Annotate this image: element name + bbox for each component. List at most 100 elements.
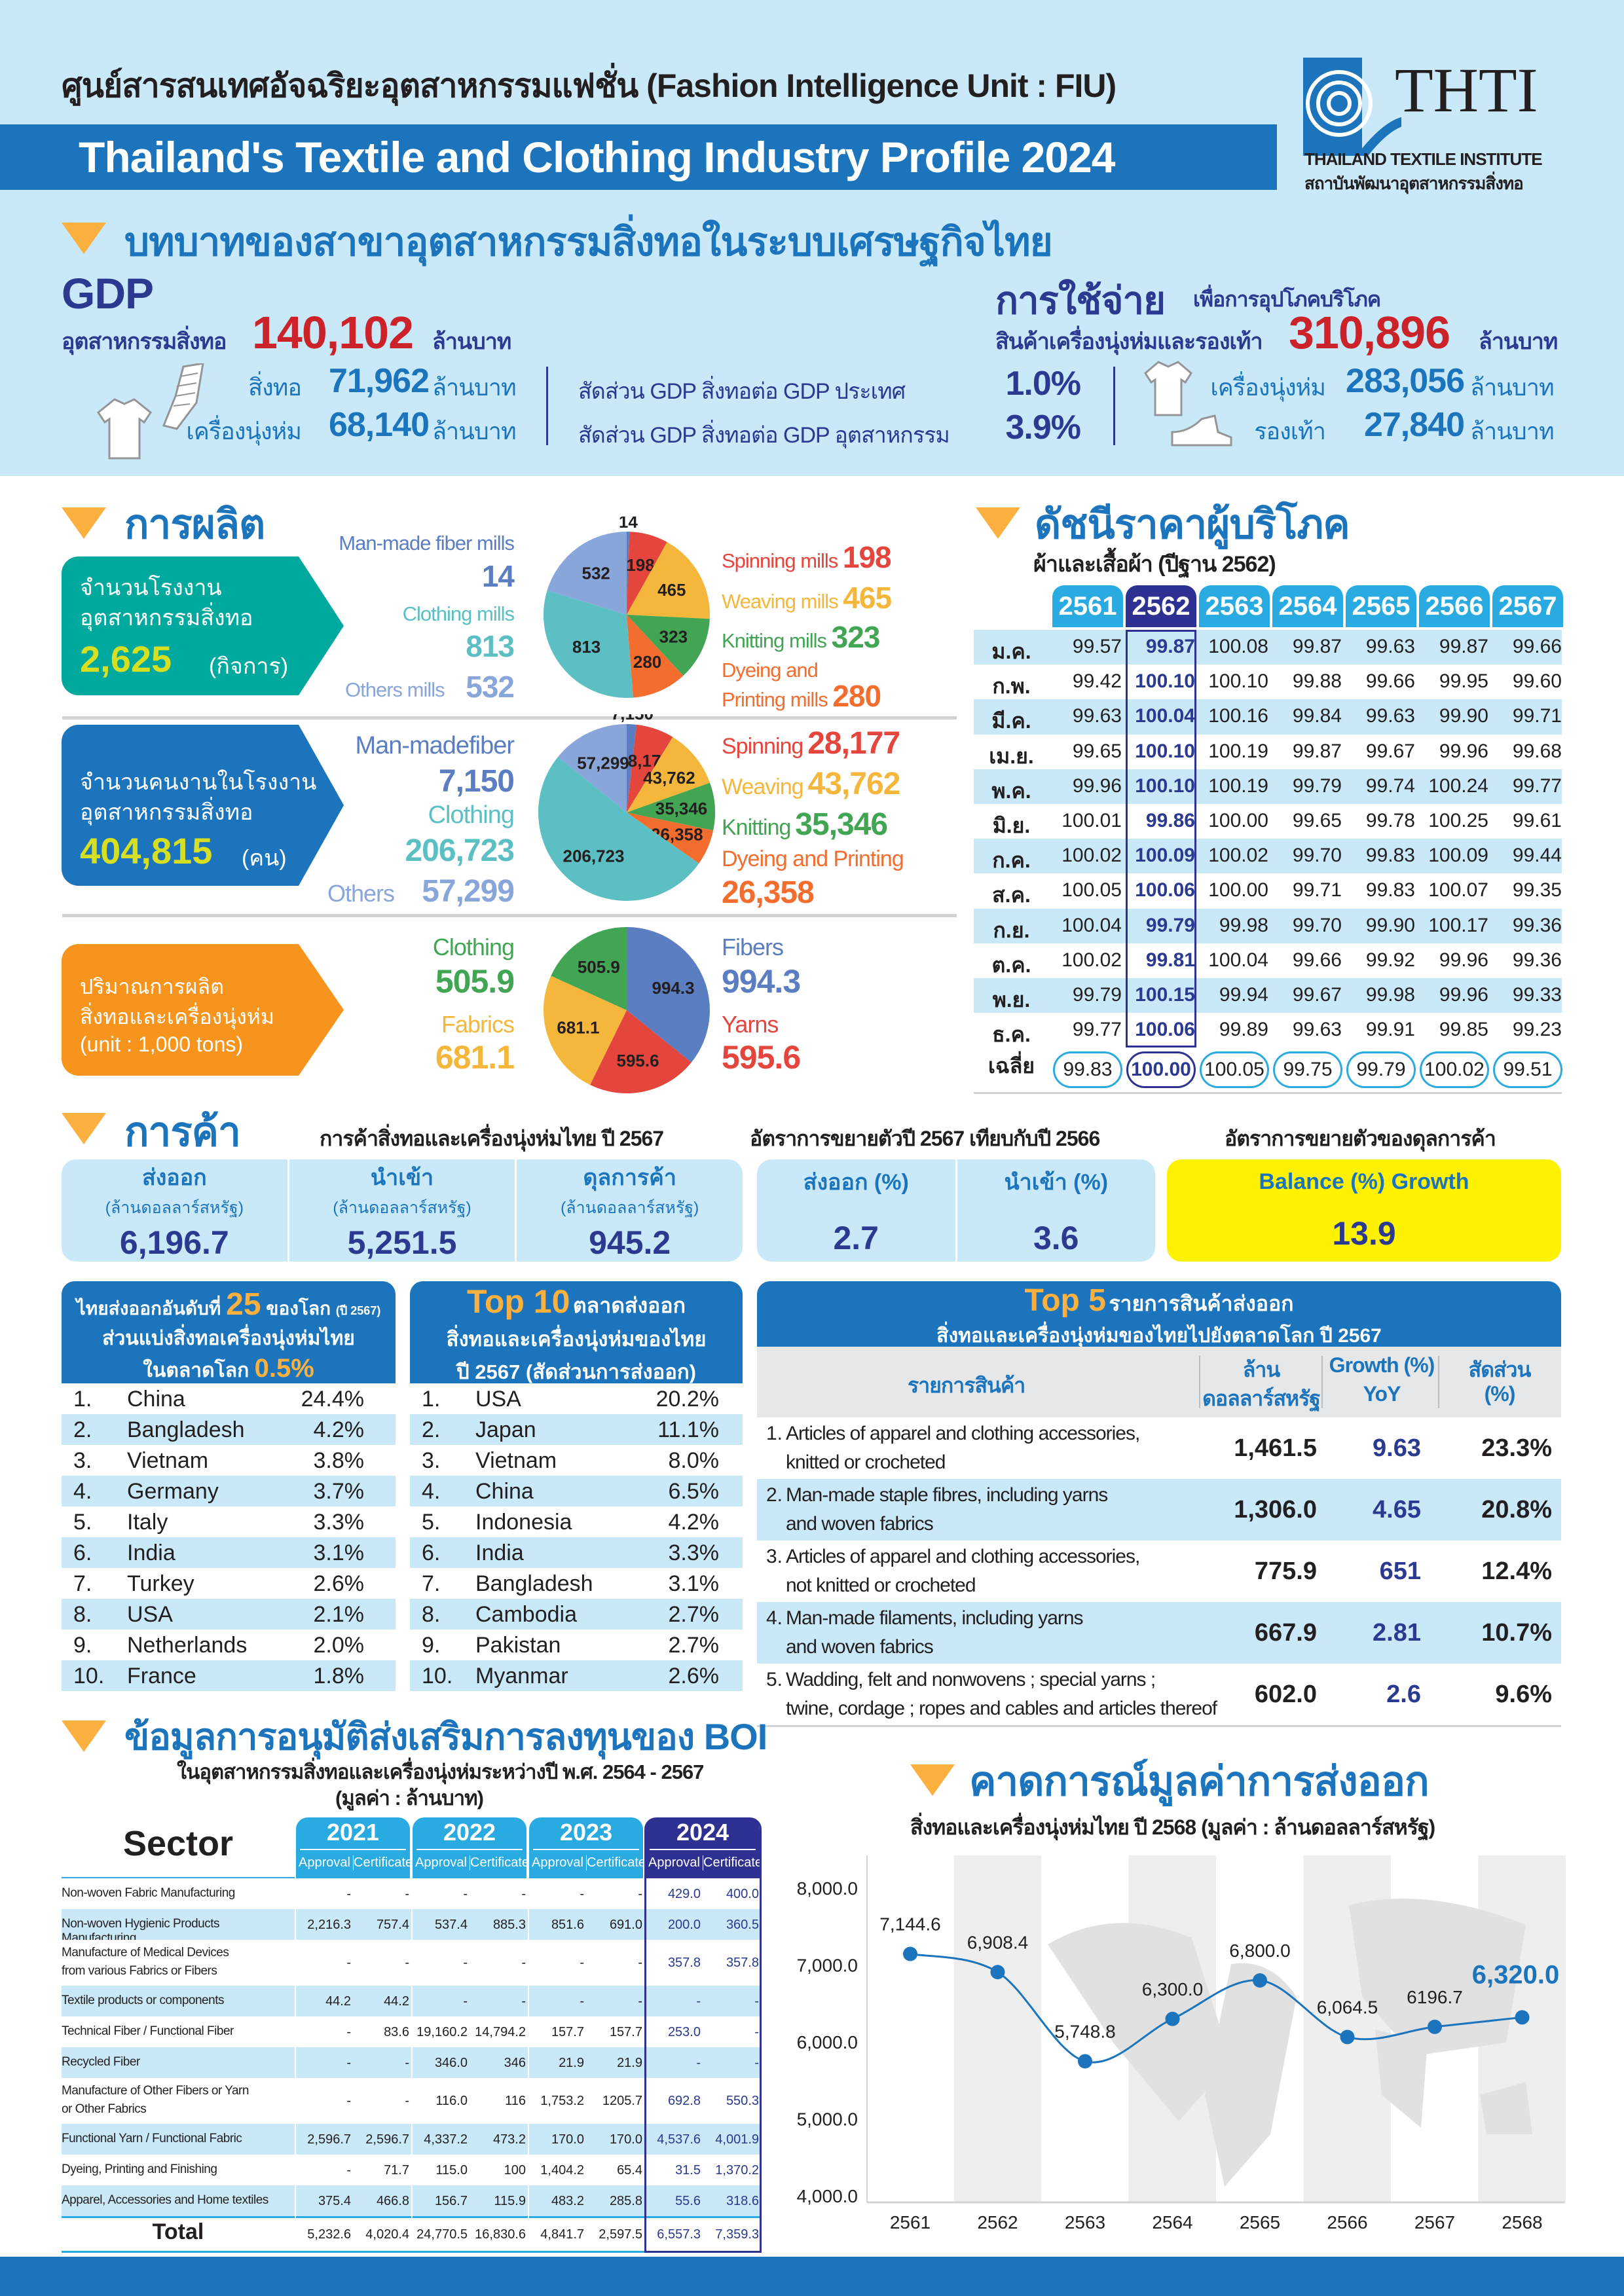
boi-value: 156.7 (434, 2193, 468, 2208)
boi-value: 4,537.6 (657, 2132, 701, 2147)
boi-value: 2,216.3 (307, 1917, 351, 1932)
data-point (1515, 2010, 1530, 2025)
cpi-value: 99.92 (1365, 949, 1415, 971)
pie-slice-label: 532 (581, 564, 610, 583)
boi-value: - (346, 1886, 351, 1901)
box-line: (unit : 1,000 tons) (80, 1032, 244, 1056)
legend-label: Man-madefiber (355, 732, 515, 759)
boi-value: 83.6 (384, 2024, 409, 2039)
cpi-value: 99.79 (1072, 984, 1122, 1006)
spending-unit: ล้านบาท (1479, 329, 1558, 354)
country-share: 8.0% (668, 1448, 720, 1473)
cpi-value: 99.78 (1365, 810, 1415, 831)
item-value: 602.0 (1254, 1681, 1317, 1708)
series-line (910, 1953, 1522, 2064)
stat-unit: (ล้านดอลลาร์สหรัฐ) (333, 1199, 471, 1217)
country-name: China (475, 1479, 534, 1504)
cpi-value: 100.08 (1208, 636, 1268, 657)
data-point (1428, 2019, 1442, 2034)
boi-value: - (580, 1886, 584, 1901)
country-name: India (475, 1540, 524, 1565)
legend-value: 198 (842, 540, 892, 574)
box-line: จำนวนคนงานในโรงงาน (80, 770, 317, 795)
export-value-cell: ส่งออก (ล้านดอลลาร์สหรัฐ) 6,196.7 (62, 1159, 287, 1262)
cpi-value: 99.60 (1512, 670, 1562, 693)
pie-slice-label: 681.1 (557, 1018, 599, 1038)
gdp-apparel-value: 68,140 (328, 406, 430, 444)
rank-value: 25 (226, 1287, 261, 1322)
legend-value: 206,723 (405, 833, 515, 868)
cpi-value: 99.33 (1512, 984, 1562, 1006)
spending-label: สินค้าเครื่องนุ่งห่มและรองเท้า (995, 329, 1263, 354)
cpi-value: 99.81 (1145, 949, 1195, 971)
cpi-value: 99.65 (1072, 740, 1122, 762)
boi-value: 116 (505, 2094, 526, 2108)
country-row: 1. China 24.4% (62, 1383, 396, 1414)
rank-number: 8. (73, 1602, 92, 1627)
boi-value: - (638, 1994, 642, 2009)
cpi-value: 99.57 (1072, 636, 1122, 657)
header-highlight: Top 10 (467, 1283, 570, 1320)
country-row: 2. Bangladesh 4.2% (62, 1414, 396, 1445)
header-text: ส่วนแบ่งสิ่งทอเครื่องนุ่งห่มไทย (102, 1328, 355, 1349)
boi-value: - (346, 2094, 351, 2108)
stat-unit: (ล้านดอลลาร์สหรัฐ) (560, 1199, 699, 1217)
approval-header: Approval (299, 1855, 350, 1870)
ratio-country-value: 1.0% (1005, 365, 1081, 403)
data-label: 6,908.4 (967, 1932, 1028, 1952)
boi-value: 157.7 (609, 2024, 642, 2039)
boi-total-value: 16,830.6 (475, 2227, 526, 2242)
country-name: Pakistan (475, 1633, 561, 1658)
legend-label: Printing mills (722, 688, 828, 711)
cpi-value: 100.10 (1135, 740, 1195, 762)
world-rank-header: ไทยส่งออกอันดับที่ 25 ของโลก (ปี 2567) ส… (62, 1281, 396, 1383)
boi-value: 65.4 (617, 2162, 642, 2178)
cpi-value: 99.36 (1512, 949, 1562, 971)
sector-name: Non-woven Fabric Manufacturing (62, 1886, 235, 1900)
pie-slice (627, 782, 715, 831)
cpi-value: 99.96 (1439, 984, 1488, 1006)
item-share: 12.4% (1481, 1558, 1552, 1585)
certificate-header: Certificate (470, 1855, 530, 1870)
balance-subtitle: อัตราการขยายตัวของดุลการค้า (1225, 1127, 1496, 1150)
cpi-value: 100.10 (1135, 670, 1195, 693)
approval-header: Approval (532, 1855, 583, 1870)
cpi-heading: ดัชนีราคาผู้บริโภค (1035, 502, 1350, 547)
legend-value: 57,299 (422, 874, 515, 909)
boi-value: 346 (504, 2055, 526, 2070)
legend-value: 681.1 (435, 1039, 515, 1076)
cpi-value: 99.85 (1439, 1019, 1488, 1041)
stat-unit: (ล้านดอลลาร์สหรัฐ) (105, 1199, 244, 1217)
country-share: 2.7% (668, 1602, 720, 1627)
x-tick-label: 2565 (1240, 2212, 1280, 2232)
cpi-value: 99.70 (1292, 845, 1342, 867)
growth-subtitle: อัตราการขยายตัวปี 2567 เทียบกับปี 2566 (750, 1127, 1100, 1150)
cpi-value: 99.98 (1365, 984, 1415, 1006)
shoe-icon (1171, 414, 1232, 446)
boi-value: - (405, 1956, 409, 1970)
cpi-value: 100.19 (1208, 774, 1268, 797)
cpi-value: 99.87 (1292, 636, 1342, 657)
export-item-row: 2. Man-made staple fibres, including yarn… (757, 1479, 1561, 1540)
cpi-value: 99.83 (1365, 879, 1415, 902)
cpi-value: 99.66 (1365, 670, 1415, 693)
legend-label: Weaving mills (722, 590, 839, 613)
cpi-value: 99.67 (1292, 984, 1342, 1006)
pie-slice-label: 994.3 (652, 978, 695, 998)
spending-value: 310,896 (1289, 307, 1450, 358)
certificate-header: Certificate (703, 1855, 763, 1870)
pie-slice-label: 595.6 (616, 1051, 659, 1070)
box-line: ปริมาณการผลิต (80, 975, 224, 998)
country-share: 3.3% (313, 1510, 365, 1535)
country-name: Indonesia (475, 1510, 572, 1535)
country-row: 7. Turkey 2.6% (62, 1568, 396, 1599)
divider (757, 1725, 1561, 1727)
year-header: 2021 Approval Certificate (296, 1817, 413, 1878)
certificate-header: Certificate (586, 1855, 646, 1870)
cpi-value: 100.02 (1061, 949, 1122, 971)
pie-slice (590, 1010, 692, 1093)
sector-name: Textile products or components (62, 1994, 224, 2007)
cpi-month: ส.ค. (992, 883, 1031, 907)
pie-slice (627, 542, 710, 619)
divider (650, 1849, 756, 1850)
